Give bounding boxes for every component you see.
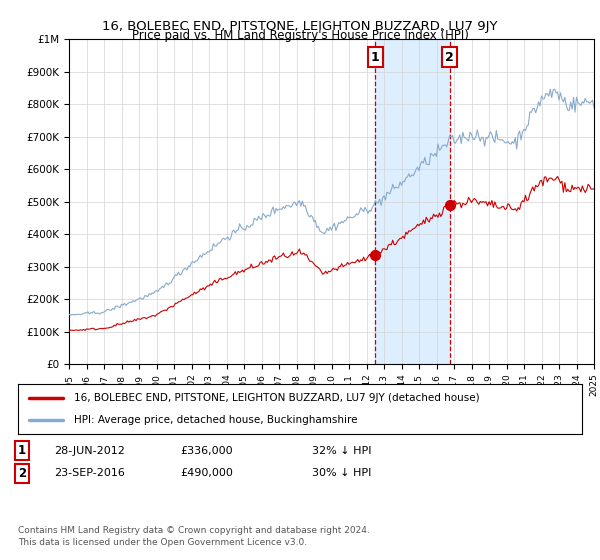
Point [370, 250, 380, 259]
Text: 1: 1 [18, 444, 26, 458]
Text: HPI: Average price, detached house, Buckinghamshire: HPI: Average price, detached house, Buck… [74, 415, 358, 425]
Text: 23-SEP-2016: 23-SEP-2016 [54, 468, 125, 478]
Text: £490,000: £490,000 [180, 468, 233, 478]
Text: Contains HM Land Registry data © Crown copyright and database right 2024.
This d: Contains HM Land Registry data © Crown c… [18, 526, 370, 547]
Text: 1: 1 [371, 50, 380, 64]
Point [445, 200, 454, 209]
Text: 30% ↓ HPI: 30% ↓ HPI [312, 468, 371, 478]
Text: Price paid vs. HM Land Registry's House Price Index (HPI): Price paid vs. HM Land Registry's House … [131, 29, 469, 42]
Text: 16, BOLEBEC END, PITSTONE, LEIGHTON BUZZARD, LU7 9JY: 16, BOLEBEC END, PITSTONE, LEIGHTON BUZZ… [102, 20, 498, 32]
Text: 2: 2 [18, 466, 26, 480]
Text: 16, BOLEBEC END, PITSTONE, LEIGHTON BUZZARD, LU7 9JY (detached house): 16, BOLEBEC END, PITSTONE, LEIGHTON BUZZ… [74, 393, 480, 403]
Text: 2: 2 [445, 50, 454, 64]
Text: £336,000: £336,000 [180, 446, 233, 456]
Text: 32% ↓ HPI: 32% ↓ HPI [312, 446, 371, 456]
Text: 28-JUN-2012: 28-JUN-2012 [54, 446, 125, 456]
Bar [375, 39, 449, 364]
